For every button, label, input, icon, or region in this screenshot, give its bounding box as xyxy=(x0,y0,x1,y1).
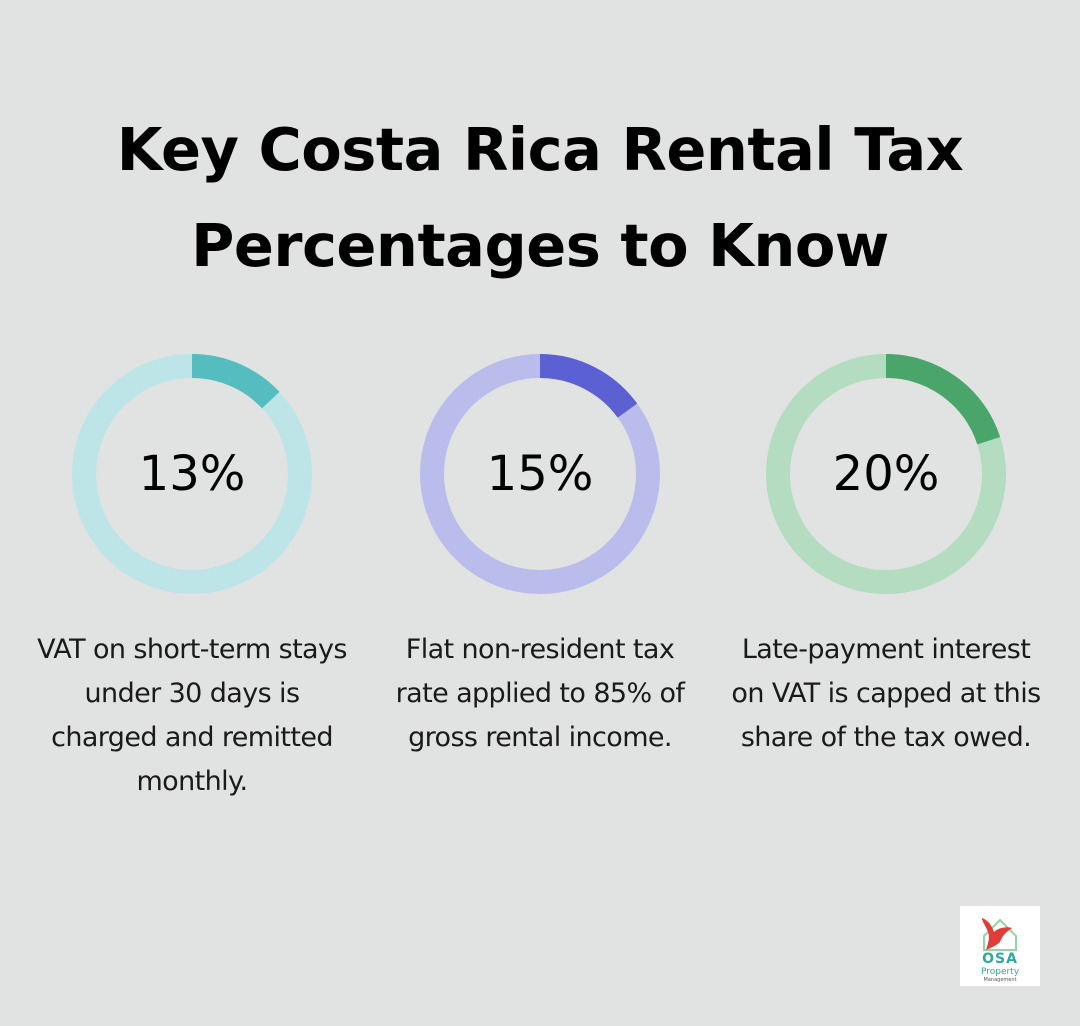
progress-ring: 20% xyxy=(766,354,1006,594)
ring-fill xyxy=(766,354,1006,594)
stat-late-interest: 20% Late-payment interest on VAT is capp… xyxy=(726,354,1046,760)
logo-brand: OSA xyxy=(982,951,1018,967)
page-title: Key Costa Rica Rental Tax Percentages to… xyxy=(116,115,964,280)
ring-fill xyxy=(420,354,660,594)
stat-value: 15% xyxy=(486,446,594,502)
bird-house-icon xyxy=(982,918,1017,951)
ring-chart xyxy=(420,354,660,594)
stat-value: 20% xyxy=(832,446,940,502)
logo-line1: Property xyxy=(980,967,1020,977)
stat-non-resident-tax: 15% Flat non-resident tax rate applied t… xyxy=(380,354,700,760)
ring-fill xyxy=(72,354,312,594)
ring-chart xyxy=(72,354,312,594)
logo-line2: Management xyxy=(983,977,1017,983)
stat-description: Flat non-resident tax rate applied to 85… xyxy=(395,634,685,753)
stat-description: VAT on short-term stays under 30 days is… xyxy=(37,634,347,797)
stat-value: 13% xyxy=(138,446,246,502)
progress-ring: 13% xyxy=(72,354,312,594)
progress-ring: 15% xyxy=(420,354,660,594)
company-logo: OSA Property Management xyxy=(960,906,1040,986)
ring-chart xyxy=(766,354,1006,594)
stat-description: Late-payment interest on VAT is capped a… xyxy=(731,634,1041,753)
stat-vat: 13% VAT on short-term stays under 30 day… xyxy=(32,354,352,804)
